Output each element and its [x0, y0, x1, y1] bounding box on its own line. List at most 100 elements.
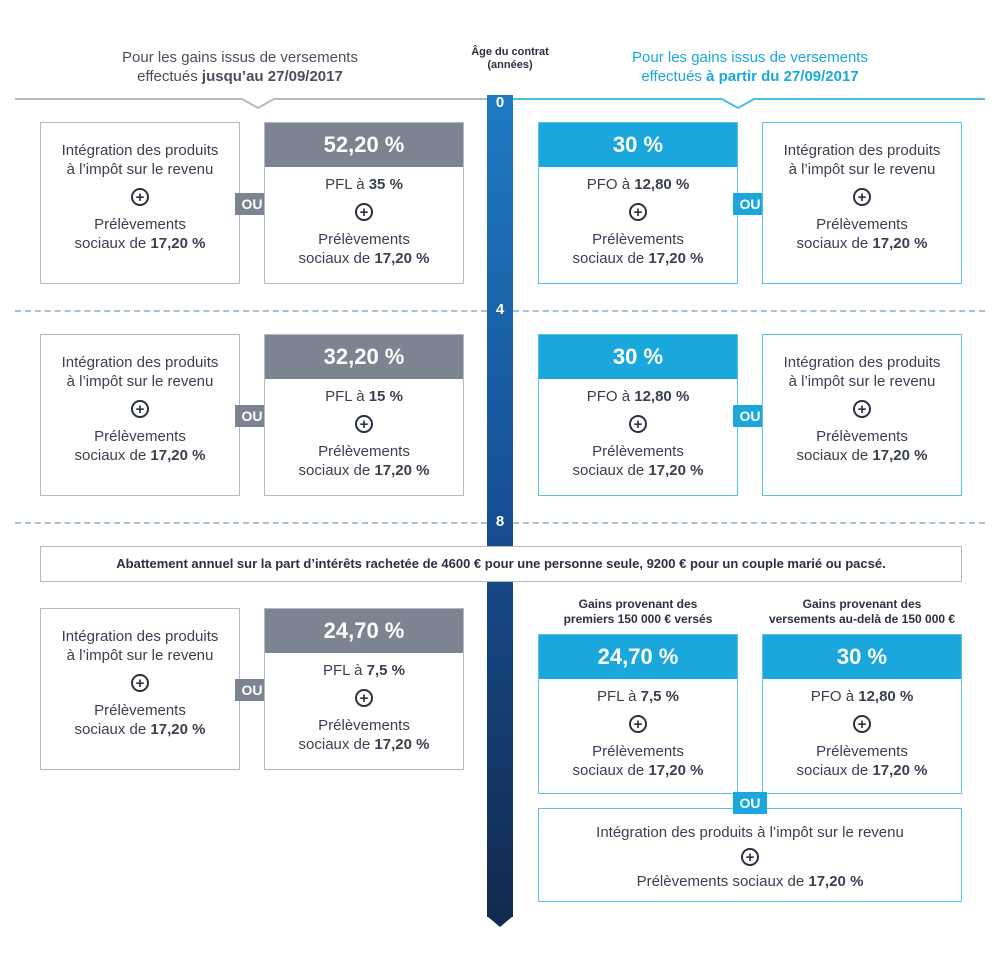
pfo-prefix: PFO à — [586, 388, 635, 405]
integration-line2: à l’impôt sur le revenu — [788, 161, 936, 178]
caption1-line2: premiers 150 000 € versés — [563, 612, 713, 626]
prel-rate: 17,20 % — [374, 250, 430, 267]
separator-year-8-left — [15, 522, 487, 524]
right-column-header: Pour les gains issus de versements effec… — [560, 48, 940, 86]
p3-left-ou-badge: OU — [235, 679, 269, 701]
prel-line1: Prélèvements — [318, 231, 410, 248]
prel-line1: Prélèvements — [94, 428, 186, 445]
prel-line1: Prélèvements — [816, 428, 908, 445]
prel-line2-pre: sociaux de — [796, 235, 873, 252]
integration-line1: Intégration des produits — [783, 142, 941, 159]
p1-pfo-rate: 12,80 % — [634, 176, 690, 193]
p1-right-integration-box: Intégration des produits à l’impôt sur l… — [762, 122, 962, 284]
header-separator — [15, 98, 985, 110]
bottom-prel-pre: Prélèvements sociaux de — [636, 873, 809, 890]
prel-line2-pre: sociaux de — [298, 736, 375, 753]
plus-icon: + — [741, 848, 759, 866]
pfo-prefix: PFO à — [586, 176, 635, 193]
separator-year-4-right — [513, 310, 985, 312]
axis-title-line2: (années) — [487, 59, 533, 71]
integration-line1: Intégration des produits — [61, 142, 219, 159]
p3-bottom-ou-badge: OU — [733, 792, 767, 814]
prel-rate: 17,20 % — [648, 762, 704, 779]
axis-tick-8: 8 — [495, 513, 505, 530]
p2-right-ou-badge: OU — [733, 405, 767, 427]
p2-left-integration-box: Intégration des produits à l’impôt sur l… — [40, 334, 240, 496]
p3-right-pfl-box: 24,70 % PFL à 7,5 % + Prélèvements socia… — [538, 634, 738, 794]
plus-icon: + — [131, 674, 149, 692]
left-column-header: Pour les gains issus de versements effec… — [60, 48, 420, 86]
integration-line2: à l’impôt sur le revenu — [66, 161, 214, 178]
p1-right-ou-badge: OU — [733, 193, 767, 215]
bottom-integration-line: Intégration des produits à l’impôt sur l… — [596, 824, 904, 841]
plus-icon: + — [355, 415, 373, 433]
prel-line2-pre: sociaux de — [298, 462, 375, 479]
axis-title: Âge du contrat (années) — [440, 46, 580, 72]
p1-left-rate: 52,20 % — [265, 123, 463, 167]
right-header-date: à partir du 27/09/2017 — [706, 68, 859, 85]
axis-title-line1: Âge du contrat — [471, 46, 549, 58]
prel-line1: Prélèvements — [816, 743, 908, 760]
caption2-line1: Gains provenant des — [802, 597, 922, 611]
integration-line1: Intégration des produits — [61, 628, 219, 645]
prel-rate: 17,20 % — [150, 447, 206, 464]
right-header-pointer — [513, 98, 985, 110]
integration-line2: à l’impôt sur le revenu — [788, 373, 936, 390]
plus-icon: + — [131, 400, 149, 418]
p3-far-pfo-rate: 12,80 % — [858, 688, 914, 705]
integration-line1: Intégration des produits — [61, 354, 219, 371]
prel-rate: 17,20 % — [872, 235, 928, 252]
pfo-prefix: PFO à — [810, 688, 859, 705]
axis-tick-0: 0 — [495, 94, 505, 111]
caption2-line2: versements au-delà de 150 000 € — [768, 612, 956, 626]
prel-line1: Prélèvements — [816, 216, 908, 233]
right-header-line2-pre: effectués — [641, 68, 707, 85]
p1-right-rate: 30 % — [539, 123, 737, 167]
p3-right-pfo-box: 30 % PFO à 12,80 % + Prélèvements sociau… — [762, 634, 962, 794]
p3-bottom-integration-box: Intégration des produits à l’impôt sur l… — [538, 808, 962, 902]
contract-age-axis — [487, 95, 513, 917]
left-header-pointer — [15, 98, 487, 110]
p3-mid-pfl-rate: 7,5 % — [640, 688, 679, 705]
plus-icon: + — [853, 400, 871, 418]
prel-line2-pre: sociaux de — [796, 762, 873, 779]
prel-line1: Prélèvements — [318, 443, 410, 460]
p2-left-ou-badge: OU — [235, 405, 269, 427]
p1-pfl-rate: 35 % — [368, 176, 403, 193]
plus-icon: + — [853, 188, 871, 206]
axis-arrow-tip — [487, 916, 513, 927]
prel-line2-pre: sociaux de — [572, 462, 649, 479]
integration-line2: à l’impôt sur le revenu — [66, 647, 214, 664]
p3-left-rate: 24,70 % — [265, 609, 463, 653]
prel-rate: 17,20 % — [648, 462, 704, 479]
prel-line1: Prélèvements — [592, 443, 684, 460]
p3-pfl-rate: 7,5 % — [366, 662, 405, 679]
p2-right-rate: 30 % — [539, 335, 737, 379]
plus-icon: + — [355, 689, 373, 707]
p3-caption-first-150k: Gains provenant des premiers 150 000 € v… — [538, 597, 738, 627]
plus-icon: + — [131, 188, 149, 206]
p2-pfl-rate: 15 % — [368, 388, 403, 405]
separator-year-8-right — [513, 522, 985, 524]
p3-mid-rate: 24,70 % — [539, 635, 737, 679]
prel-line2-pre: sociaux de — [74, 721, 151, 738]
p1-left-ou-badge: OU — [235, 193, 269, 215]
pfl-prefix: PFL à — [325, 388, 369, 405]
p2-left-pfl-box: 32,20 % PFL à 15 % + Prélèvements sociau… — [264, 334, 464, 496]
left-header-line2-pre: effectués — [137, 68, 202, 85]
p3-far-rate: 30 % — [763, 635, 961, 679]
prel-rate: 17,20 % — [150, 721, 206, 738]
p1-right-pfo-box: 30 % PFO à 12,80 % + Prélèvements sociau… — [538, 122, 738, 284]
prel-line2-pre: sociaux de — [74, 235, 151, 252]
p1-left-pfl-box: 52,20 % PFL à 35 % + Prélèvements sociau… — [264, 122, 464, 284]
prel-rate: 17,20 % — [872, 447, 928, 464]
right-header-line1: Pour les gains issus de versements — [632, 49, 868, 66]
prel-line2-pre: sociaux de — [572, 250, 649, 267]
p2-right-pfo-box: 30 % PFO à 12,80 % + Prélèvements sociau… — [538, 334, 738, 496]
prel-line2-pre: sociaux de — [298, 250, 375, 267]
integration-line1: Intégration des produits — [783, 354, 941, 371]
plus-icon: + — [629, 715, 647, 733]
axis-tick-4: 4 — [495, 301, 505, 318]
prel-line2-pre: sociaux de — [796, 447, 873, 464]
abattement-banner: Abattement annuel sur la part d’intérêts… — [40, 546, 962, 582]
